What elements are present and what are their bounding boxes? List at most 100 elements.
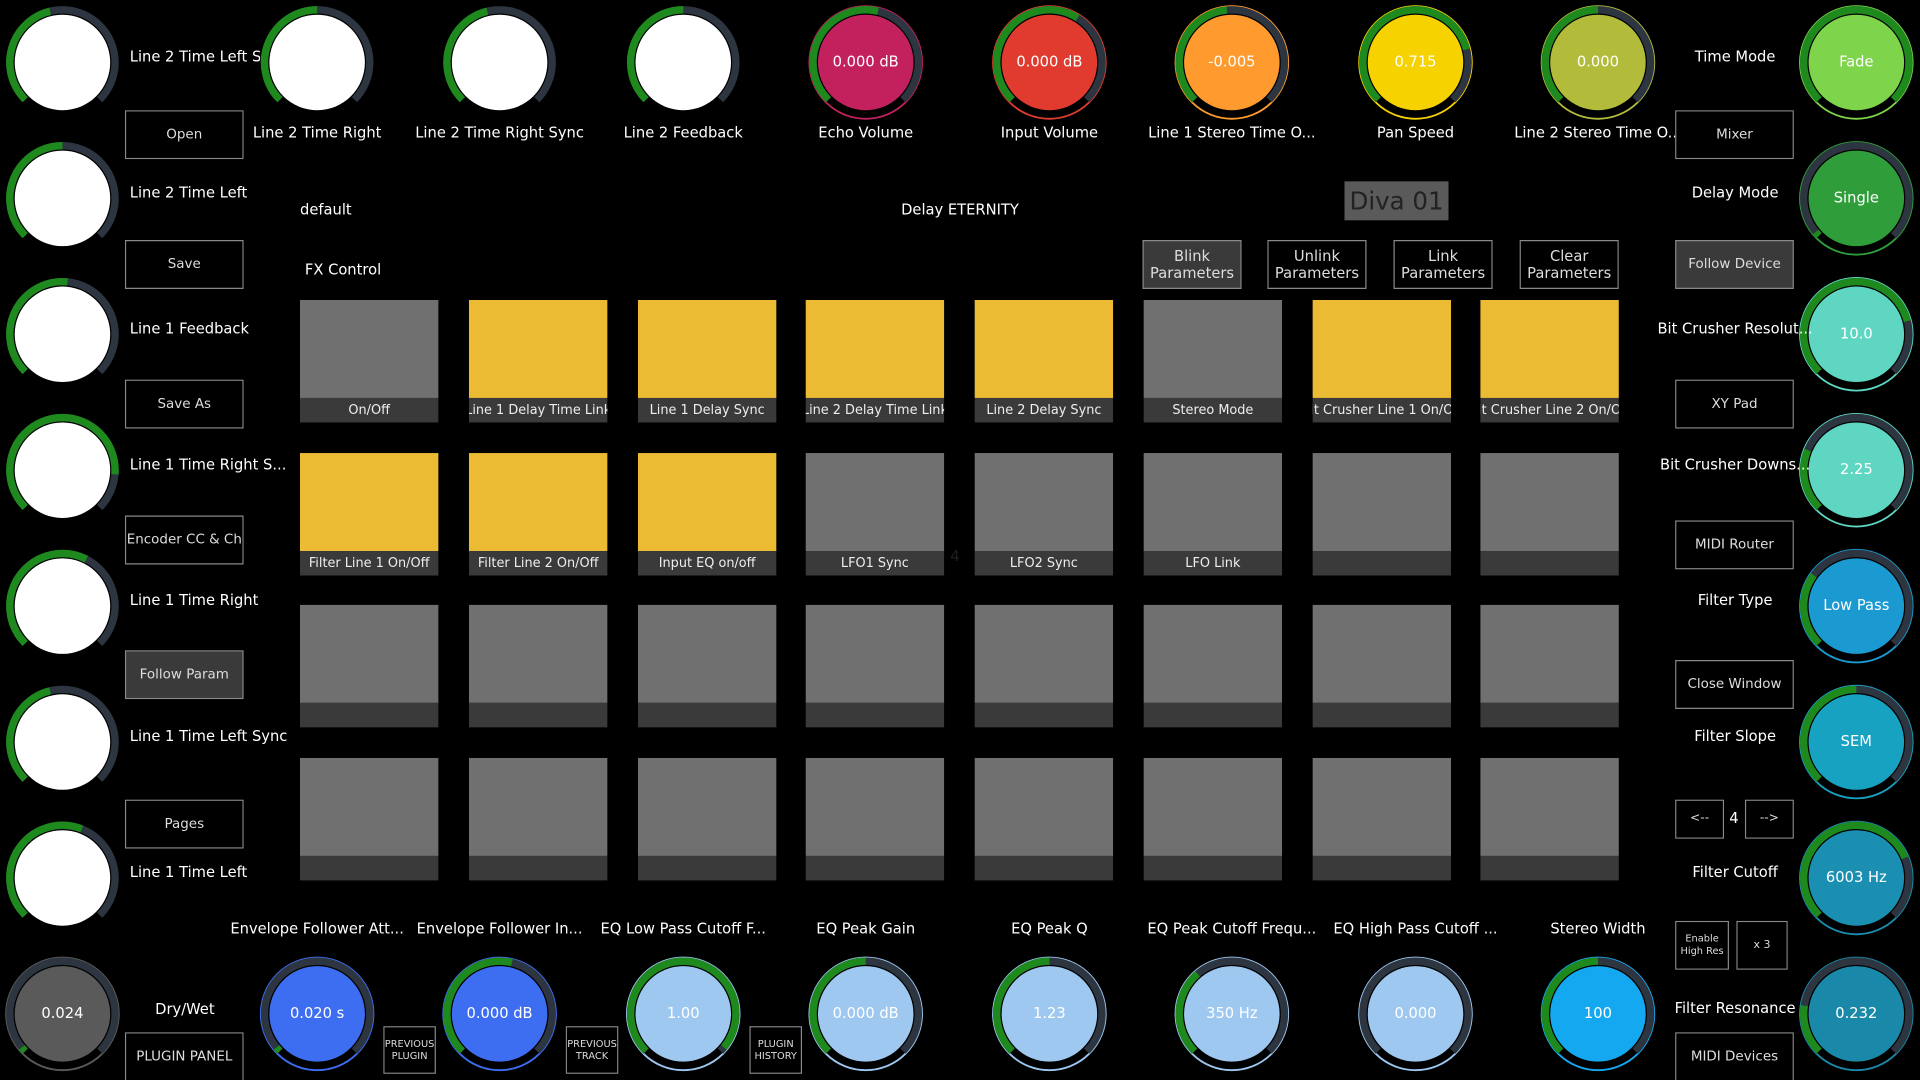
button[interactable]: <-- xyxy=(1675,799,1725,839)
pad[interactable] xyxy=(974,604,1114,703)
button[interactable]: Open xyxy=(124,110,244,160)
knob[interactable] xyxy=(269,14,365,111)
knob[interactable] xyxy=(1184,966,1280,1062)
pad[interactable] xyxy=(637,300,777,398)
knob[interactable] xyxy=(1001,966,1098,1062)
knob[interactable] xyxy=(1808,694,1905,790)
pad[interactable] xyxy=(468,300,608,398)
pad[interactable] xyxy=(1312,453,1452,552)
pad[interactable] xyxy=(1143,604,1283,703)
pad[interactable] xyxy=(637,604,777,703)
button[interactable]: x 3 xyxy=(1736,920,1788,970)
pad[interactable] xyxy=(1312,300,1452,398)
knob[interactable] xyxy=(14,286,111,383)
knob[interactable] xyxy=(1550,966,1646,1062)
button[interactable]: Close Window xyxy=(1675,660,1794,709)
button[interactable]: Save xyxy=(124,240,244,289)
pad[interactable] xyxy=(1312,757,1452,856)
button[interactable]: Enable High Res xyxy=(1675,920,1729,970)
knob[interactable] xyxy=(817,14,914,111)
knob[interactable] xyxy=(14,150,111,247)
button[interactable]: Follow Device xyxy=(1675,240,1794,289)
knob[interactable] xyxy=(1367,966,1464,1062)
knob[interactable] xyxy=(1367,14,1464,111)
button[interactable]: MIDI Router xyxy=(1675,520,1794,570)
knob-arc xyxy=(1812,229,1822,239)
knob[interactable] xyxy=(269,966,365,1062)
knob[interactable] xyxy=(1808,14,1905,111)
button-frame: Follow Param xyxy=(124,650,244,700)
button[interactable]: Mixer xyxy=(1675,110,1794,160)
pad[interactable] xyxy=(1143,757,1283,856)
button[interactable]: Clear Parameters xyxy=(1519,240,1619,289)
pad[interactable] xyxy=(300,453,439,552)
pad-strip xyxy=(974,397,1114,423)
pad[interactable] xyxy=(1480,604,1619,703)
knob-value: Low Pass xyxy=(1823,597,1889,614)
knob[interactable] xyxy=(1001,14,1098,111)
pad[interactable] xyxy=(974,453,1114,552)
knob-arc xyxy=(1175,971,1201,1054)
pad[interactable] xyxy=(468,604,608,703)
knob[interactable] xyxy=(1808,286,1905,383)
button[interactable]: Follow Param xyxy=(124,650,244,700)
knob[interactable] xyxy=(14,14,111,111)
pad[interactable] xyxy=(1312,604,1452,703)
pad[interactable] xyxy=(1143,300,1283,398)
pad[interactable] xyxy=(468,757,608,856)
knob[interactable] xyxy=(1808,830,1905,926)
knob[interactable] xyxy=(1808,422,1905,518)
knob[interactable] xyxy=(635,14,732,111)
button[interactable]: Unlink Parameters xyxy=(1267,240,1367,289)
knob[interactable] xyxy=(1184,14,1280,111)
button[interactable]: PLUGIN HISTORY xyxy=(749,1026,803,1074)
pad[interactable] xyxy=(637,757,777,856)
button[interactable]: Link Parameters xyxy=(1393,240,1493,289)
pad[interactable] xyxy=(1480,300,1619,398)
knob-value: 2. t xyxy=(50,461,75,478)
knob[interactable] xyxy=(1808,966,1905,1062)
pad[interactable] xyxy=(468,453,608,552)
button[interactable]: MIDI Devices xyxy=(1675,1032,1794,1080)
button[interactable]: Encoder CC & Ch xyxy=(124,515,244,565)
knob[interactable] xyxy=(14,694,111,790)
knob[interactable] xyxy=(1808,150,1905,247)
button[interactable]: PREVIOUS TRACK xyxy=(565,1026,619,1074)
knob-label: Line 1 Time Right S... xyxy=(130,456,287,473)
knob[interactable] xyxy=(14,422,111,518)
knob[interactable] xyxy=(817,966,914,1062)
knob[interactable] xyxy=(14,558,111,654)
button[interactable]: PLUGIN PANEL xyxy=(124,1032,244,1080)
knob[interactable] xyxy=(1808,558,1905,654)
pad[interactable] xyxy=(805,604,945,703)
button[interactable]: XY Pad xyxy=(1675,379,1794,429)
pad[interactable] xyxy=(300,300,439,398)
knob[interactable] xyxy=(14,966,111,1062)
pad[interactable] xyxy=(805,300,945,398)
pad[interactable] xyxy=(974,300,1114,398)
pad[interactable] xyxy=(300,757,439,856)
pad[interactable] xyxy=(974,757,1114,856)
knob-value: 2.25 xyxy=(1840,461,1873,478)
pad[interactable] xyxy=(300,604,439,703)
knob[interactable] xyxy=(451,966,548,1062)
pad-strip xyxy=(468,855,608,881)
button[interactable]: Blink Parameters xyxy=(1142,240,1242,289)
button[interactable]: Save As xyxy=(124,379,244,429)
pad[interactable] xyxy=(805,453,945,552)
knob[interactable] xyxy=(451,14,548,111)
knob-value: 0.020 s xyxy=(290,1005,344,1022)
pad[interactable] xyxy=(1480,453,1619,552)
pad[interactable] xyxy=(1480,757,1619,856)
pad[interactable] xyxy=(1143,453,1283,552)
knob[interactable] xyxy=(14,830,111,926)
button[interactable]: Pages xyxy=(124,799,244,849)
pad[interactable] xyxy=(637,453,777,552)
knob[interactable] xyxy=(635,966,732,1062)
pad[interactable] xyxy=(805,757,945,856)
button[interactable]: PREVIOUS PLUGIN xyxy=(383,1026,436,1074)
knob[interactable] xyxy=(1550,14,1646,111)
knob-value: 0.000 xyxy=(1577,53,1619,70)
button[interactable]: --> xyxy=(1744,799,1794,839)
button-frame: PREVIOUS TRACK xyxy=(565,1026,619,1074)
